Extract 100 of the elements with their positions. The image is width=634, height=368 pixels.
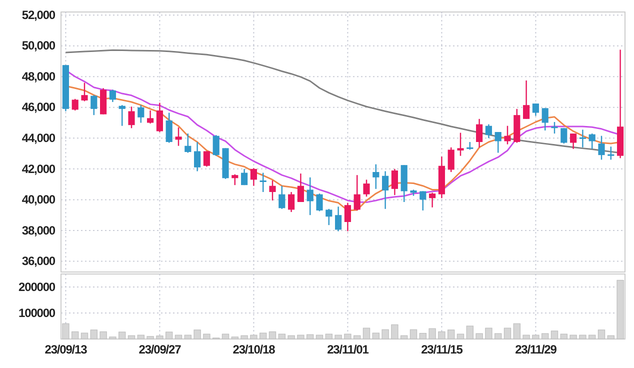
bar — [391, 324, 398, 340]
bar — [316, 334, 324, 340]
candlestick — [523, 80, 530, 120]
bar — [588, 334, 596, 340]
bar — [222, 334, 230, 340]
candlestick — [269, 180, 276, 202]
candlestick — [532, 102, 539, 116]
bar — [466, 326, 474, 340]
y-tick-label: 38,000 — [22, 223, 56, 238]
bar — [579, 334, 586, 340]
x-tick-label: 23/09/27 — [138, 342, 182, 357]
candlestick — [232, 174, 238, 186]
y-tick-label: 36,000 — [22, 254, 56, 268]
candlestick — [504, 125, 511, 145]
candlestick — [156, 102, 163, 133]
bar — [128, 335, 136, 340]
candlestick — [363, 179, 370, 198]
candlestick — [212, 134, 220, 156]
candlestick — [138, 104, 144, 124]
bar — [560, 334, 568, 340]
candlestick — [560, 128, 568, 144]
candlestick — [476, 118, 483, 148]
bar — [344, 334, 352, 340]
candlestick — [72, 98, 78, 112]
bar — [240, 335, 248, 340]
bar — [494, 333, 502, 340]
candlestick — [175, 126, 182, 146]
candlestick — [372, 164, 380, 190]
candlestick — [457, 132, 464, 156]
bar — [362, 328, 370, 340]
bar — [166, 332, 173, 340]
candlestick — [81, 82, 88, 102]
candlestick — [420, 190, 426, 212]
bar — [100, 331, 107, 340]
bar — [194, 330, 201, 340]
candlestick — [448, 146, 454, 173]
candlestick — [147, 110, 154, 124]
bar — [137, 334, 144, 340]
bar — [250, 334, 258, 340]
bar — [607, 335, 614, 340]
bar — [456, 334, 464, 340]
bar — [268, 331, 276, 340]
candlestick — [118, 104, 126, 126]
bar — [354, 335, 361, 340]
candlestick — [184, 132, 192, 154]
x-tick-label: 23/11/01 — [327, 342, 370, 357]
candlestick — [241, 168, 248, 186]
candlestick — [485, 124, 492, 139]
x-tick-label: 23/10/18 — [232, 342, 276, 357]
bar — [504, 328, 512, 340]
y-tick-label: 52,000 — [22, 8, 56, 22]
bar — [334, 334, 342, 340]
y-tick-label: 48,000 — [22, 69, 56, 84]
bar — [80, 332, 88, 340]
candlestick — [542, 108, 548, 132]
bar — [438, 331, 446, 340]
candlestick — [297, 172, 304, 203]
bar — [260, 332, 267, 340]
candlestick — [278, 185, 286, 210]
bar — [382, 329, 389, 340]
bar — [118, 332, 126, 340]
bar — [184, 334, 192, 340]
candlestick — [326, 208, 332, 226]
bar — [372, 332, 380, 340]
bar — [428, 328, 436, 340]
x-tick-label: 23/09/13 — [44, 342, 88, 357]
bar — [448, 330, 455, 340]
bar — [542, 333, 549, 340]
bar — [203, 334, 210, 340]
candlestick — [608, 146, 614, 160]
candlestick — [598, 135, 605, 160]
bar — [109, 336, 116, 340]
bar — [485, 328, 492, 340]
bar — [156, 336, 164, 340]
bar — [419, 332, 426, 340]
candlestick — [588, 132, 596, 150]
candlestick — [260, 172, 266, 193]
bar — [72, 331, 79, 340]
bar — [532, 334, 540, 340]
bar — [146, 336, 154, 340]
candlestick — [316, 192, 323, 212]
bar — [400, 335, 408, 340]
candlestick — [128, 106, 135, 129]
bar — [174, 334, 182, 340]
candlestick — [335, 206, 342, 232]
x-tick-label: 23/11/29 — [515, 342, 558, 357]
bar — [278, 334, 286, 340]
candlestick — [494, 131, 502, 154]
y-tick-label: 40,000 — [22, 192, 56, 207]
candlestick — [429, 192, 436, 208]
candlestick — [250, 168, 257, 186]
bar — [410, 329, 418, 340]
candlestick — [354, 174, 360, 212]
candlestick — [391, 168, 398, 196]
y-tick-label: 42,000 — [22, 162, 56, 176]
bar — [90, 330, 98, 340]
bar — [598, 330, 606, 340]
candlestick — [109, 89, 116, 103]
candlestick — [382, 170, 389, 210]
bar — [231, 336, 238, 340]
